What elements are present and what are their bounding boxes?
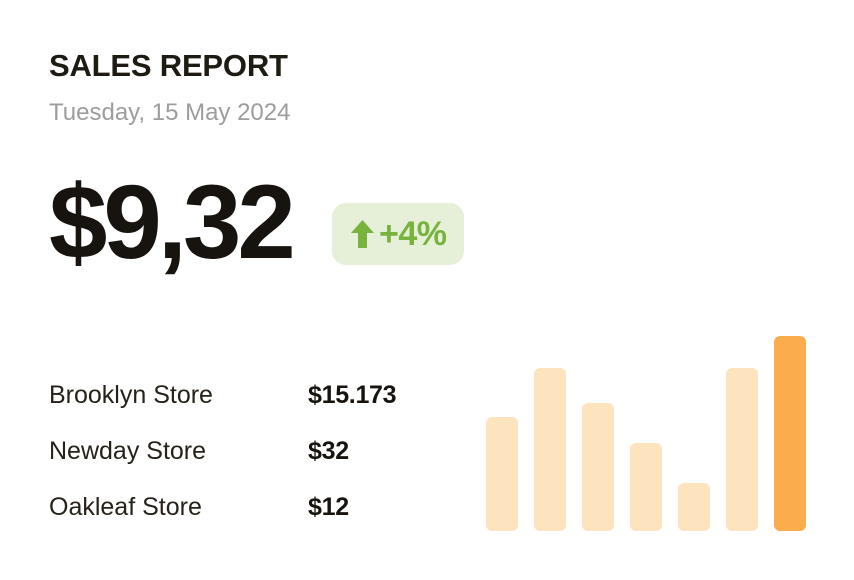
total-sales-amount: $9,32 (49, 164, 296, 281)
list-item: Newday Store $32 (49, 439, 396, 464)
chart-bar (582, 403, 614, 531)
growth-value: +4% (379, 214, 447, 253)
chart-bar (486, 417, 518, 531)
sales-bar-chart (486, 336, 808, 531)
chart-bar (678, 483, 710, 531)
list-item: Brooklyn Store $15.173 (49, 381, 397, 409)
store-list: Brooklyn Store $15.173 Newday Store $32 … (49, 381, 397, 520)
chart-bar (534, 368, 566, 531)
summary-row: $9,32 +4% (49, 170, 464, 275)
store-name: Newday Store (49, 437, 207, 465)
list-item: Oakleaf Store $12 (49, 495, 396, 520)
chart-bar (726, 368, 758, 531)
store-value: $32 (308, 437, 349, 465)
report-date: Tuesday, 15 May 2024 (49, 99, 291, 126)
page-title: SALES REPORT (49, 48, 288, 83)
arrow-up-icon (351, 220, 375, 248)
store-name: Oakleaf Store (49, 493, 202, 521)
growth-badge: +4% (331, 203, 464, 265)
chart-bar (630, 443, 662, 531)
store-value: $15.173 (308, 381, 397, 409)
store-value: $12 (308, 493, 349, 521)
chart-bar (774, 336, 806, 531)
store-name: Brooklyn Store (49, 381, 213, 409)
